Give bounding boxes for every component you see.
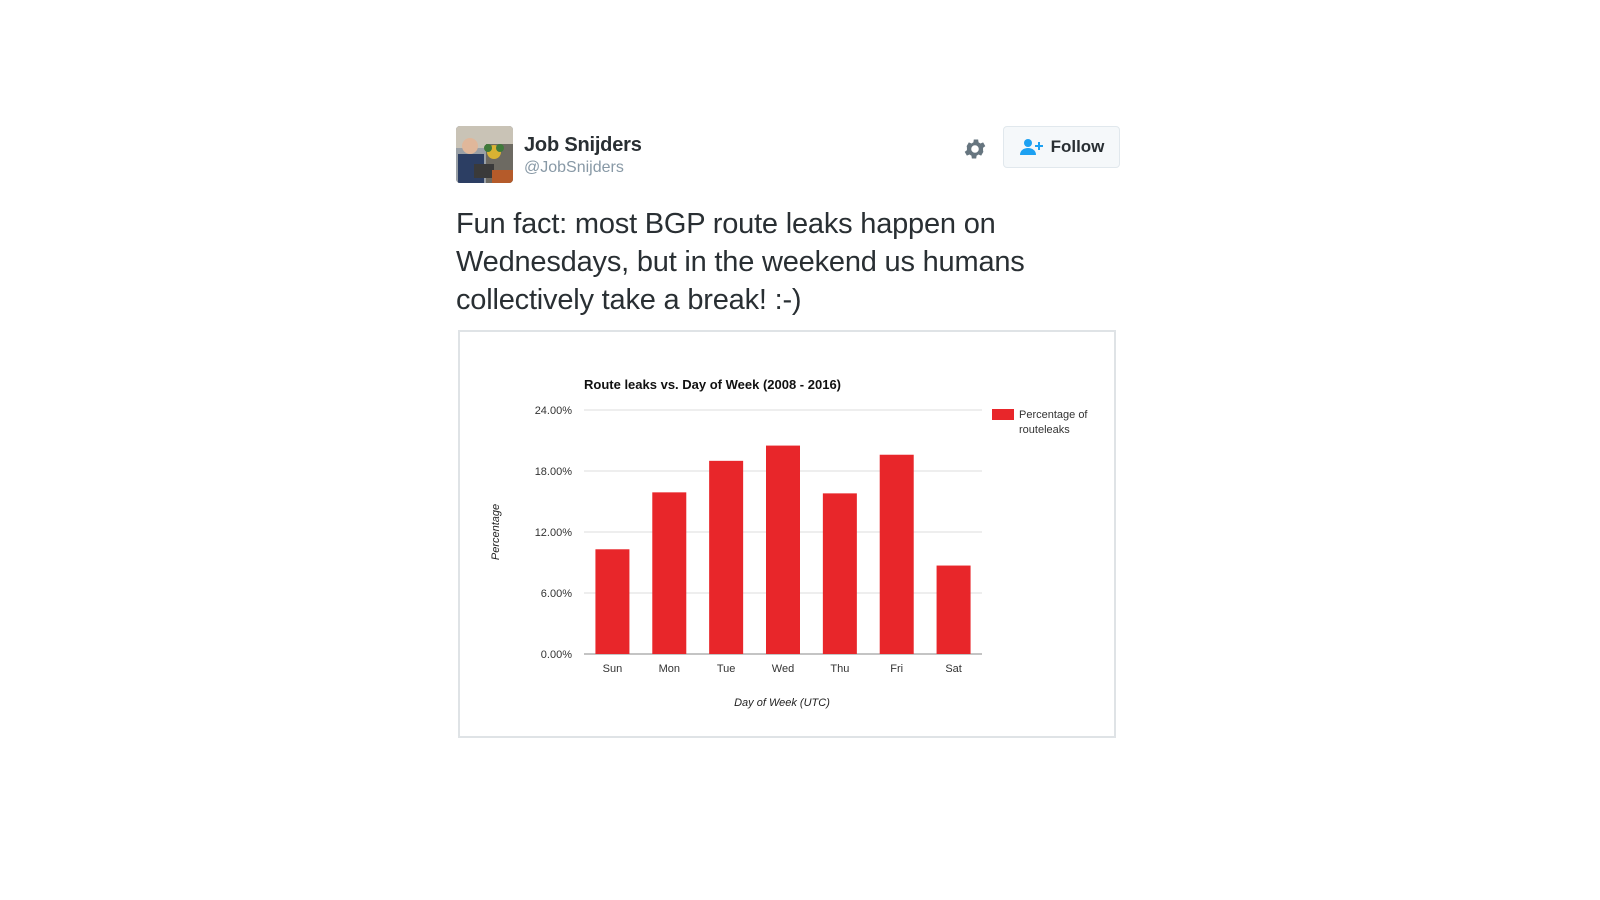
y-axis-title: Percentage <box>490 504 502 560</box>
tweet-text: Fun fact: most BGP route leaks happen on… <box>456 208 1025 316</box>
x-tick-label: Sun <box>603 663 623 675</box>
y-tick-label: 24.00% <box>535 405 573 417</box>
legend-swatch <box>992 409 1014 420</box>
user-handle[interactable]: @JobSnijders <box>524 159 624 176</box>
bar-chart: Route leaks vs. Day of Week (2008 - 2016… <box>490 377 1088 709</box>
avatar-photo-icon <box>456 126 513 183</box>
chart-legend: Percentage of routeleaks <box>992 409 1088 436</box>
y-tick-labels: 0.00% 6.00% 12.00% 18.00% 24.00% <box>535 405 573 661</box>
bar-tue[interactable] <box>709 460 744 654</box>
bar-sun[interactable] <box>595 549 630 654</box>
tweet-card: Job Snijders @JobSnijders Follow Fun fac… <box>456 126 1120 738</box>
user-names: Job Snijders @JobSnijders <box>524 134 642 177</box>
x-tick-label: Fri <box>890 663 903 675</box>
bar-thu[interactable] <box>822 493 857 654</box>
add-user-icon <box>1019 138 1045 156</box>
x-tick-label: Wed <box>772 663 794 675</box>
bar-fri[interactable] <box>879 454 914 654</box>
chart-title: Route leaks vs. Day of Week (2008 - 2016… <box>584 377 841 392</box>
follow-button[interactable]: Follow <box>1003 126 1120 168</box>
x-tick-label: Sat <box>945 663 962 675</box>
y-tick-label: 12.00% <box>535 527 573 539</box>
gear-icon[interactable] <box>962 136 988 162</box>
y-tick-label: 0.00% <box>541 649 572 661</box>
bar-mon[interactable] <box>652 492 687 654</box>
y-tick-label: 6.00% <box>541 588 572 600</box>
tweet-header: Job Snijders @JobSnijders Follow <box>456 126 1120 184</box>
bar-wed[interactable] <box>766 445 800 654</box>
display-name[interactable]: Job Snijders <box>524 134 642 156</box>
bar-sat[interactable] <box>936 565 971 654</box>
tweet-media-chart[interactable]: Route leaks vs. Day of Week (2008 - 2016… <box>458 330 1116 738</box>
legend-label: Percentage of routeleaks <box>1019 409 1088 436</box>
x-tick-labels: Sun Mon Tue Wed Thu Fri Sat <box>603 663 962 675</box>
y-tick-label: 18.00% <box>535 466 573 478</box>
x-tick-label: Thu <box>830 663 849 675</box>
x-tick-label: Mon <box>659 663 680 675</box>
avatar[interactable] <box>456 126 513 183</box>
x-tick-label: Tue <box>717 663 736 675</box>
follow-button-label: Follow <box>1050 137 1105 156</box>
x-axis-title: Day of Week (UTC) <box>734 697 830 709</box>
chart-bars <box>595 445 971 654</box>
